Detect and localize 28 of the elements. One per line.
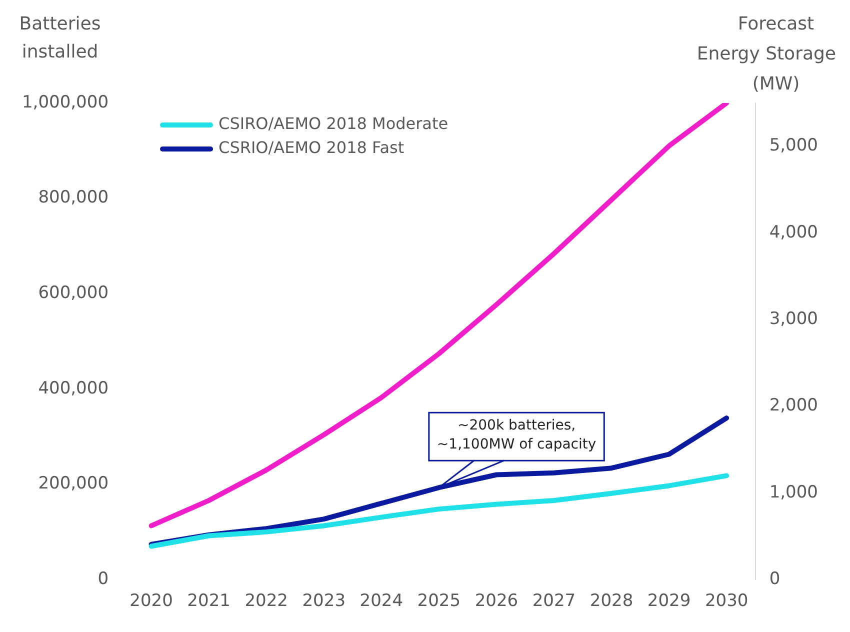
y-tick-label: 600,000: [38, 283, 109, 304]
x-tick-label: 2029: [647, 591, 691, 612]
y2-tick-label: 0: [769, 569, 780, 590]
y2-tick-label: 5,000: [769, 136, 818, 156]
x-tick-label: 2027: [532, 591, 576, 612]
y2-axis-title: Forecast Energy Storage (MW): [696, 14, 836, 95]
x-tick-label: 2020: [130, 591, 173, 612]
x-tick-label: 2024: [360, 591, 404, 612]
y2-tick-label: 2,000: [769, 396, 818, 416]
x-tick-label: 2030: [704, 591, 748, 612]
legend-label: CSRIO/AEMO 2018 Fast: [218, 138, 404, 158]
x-tick-label: 2021: [187, 591, 230, 612]
y-tick-label: 0: [98, 569, 109, 590]
y2-tick-label: 4,000: [769, 222, 818, 242]
x-tick-label: 2022: [244, 591, 288, 612]
y2-tick-label: 1,000: [769, 482, 818, 502]
y2-tick-label: 3,000: [769, 309, 818, 330]
x-tick-label: 2023: [302, 591, 346, 612]
y-axis-title: Batteries installed: [19, 14, 101, 63]
annotation: ~200k batteries, ~1,100MW of capacity: [436, 417, 596, 452]
x-tick-label: 2025: [417, 591, 461, 612]
y-tick-label: 200,000: [38, 474, 109, 494]
x-tick-label: 2028: [590, 591, 634, 612]
x-tick-label: 2026: [474, 591, 518, 612]
y-tick-label: 800,000: [38, 188, 109, 208]
legend-label: CSIRO/AEMO 2018 Moderate: [218, 114, 448, 134]
y-tick-label: 1,000,000: [22, 92, 109, 112]
y-tick-label: 400,000: [38, 378, 109, 398]
